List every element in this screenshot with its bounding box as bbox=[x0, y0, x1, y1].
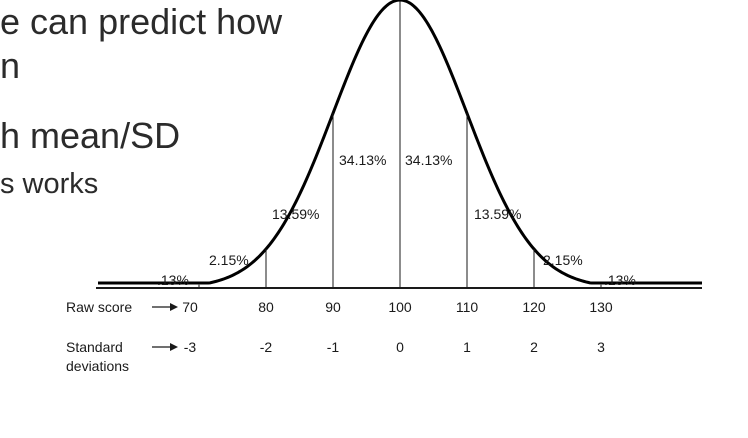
slide-text-line-2: n bbox=[0, 45, 21, 86]
pct-label-center-left: 34.13% bbox=[339, 152, 386, 168]
pct-label-right-2: 2.15% bbox=[543, 252, 583, 268]
raw-score-130: 130 bbox=[589, 299, 613, 315]
sd-lines bbox=[198, 1, 602, 288]
raw-score-label: Raw score bbox=[66, 299, 132, 315]
sd-value-minus-1: -1 bbox=[327, 339, 340, 355]
pct-label-right-1: 13.59% bbox=[474, 206, 521, 222]
sd-label-line-1: Standard bbox=[66, 339, 123, 355]
sd-label-line-2: deviations bbox=[66, 358, 129, 374]
bell-curve bbox=[98, 0, 702, 285]
raw-score-90: 90 bbox=[325, 299, 341, 315]
pct-label-left-1: 13.59% bbox=[272, 206, 319, 222]
sd-value-1: 1 bbox=[463, 339, 471, 355]
sd-value-3: 3 bbox=[597, 339, 605, 355]
raw-score-80: 80 bbox=[258, 299, 274, 315]
sd-value-2: 2 bbox=[530, 339, 538, 355]
slide-text-line-3: h mean/SD bbox=[0, 115, 181, 156]
sd-value-minus-2: -2 bbox=[260, 339, 273, 355]
raw-score-arrow bbox=[152, 303, 178, 311]
sd-arrow bbox=[152, 343, 178, 351]
raw-score-70: 70 bbox=[182, 299, 198, 315]
pct-label-center-right: 34.13% bbox=[405, 152, 452, 168]
slide-text-line-4: s works bbox=[0, 168, 99, 200]
pct-label-far-right: .13% bbox=[604, 272, 636, 288]
raw-score-110: 110 bbox=[456, 299, 479, 315]
raw-score-120: 120 bbox=[522, 299, 546, 315]
raw-score-100: 100 bbox=[388, 299, 412, 315]
slide-text-line-1: e can predict how bbox=[0, 1, 283, 42]
sd-value-minus-3: -3 bbox=[184, 339, 197, 355]
sd-value-0: 0 bbox=[396, 339, 404, 355]
pct-label-far-left: .13% bbox=[157, 272, 189, 288]
pct-label-left-2: 2.15% bbox=[209, 252, 249, 268]
